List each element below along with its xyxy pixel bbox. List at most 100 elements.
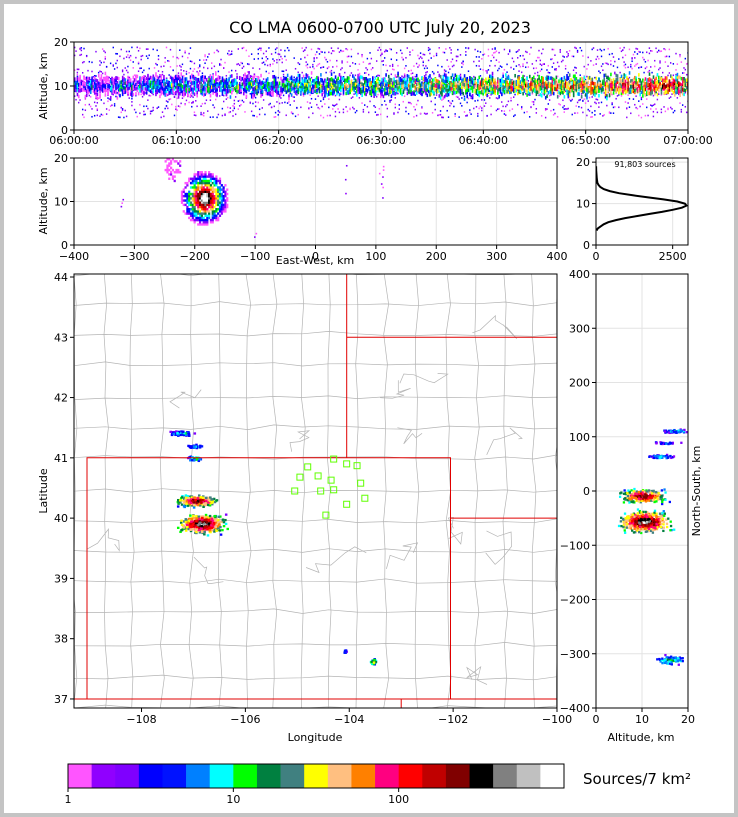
time-altitude-source-mark — [375, 87, 378, 91]
time-altitude-source-mark — [454, 73, 457, 77]
time-altitude-source-mark — [143, 69, 145, 72]
time-altitude-source-mark — [463, 95, 466, 98]
time-altitude-source-mark — [514, 88, 516, 93]
time-altitude-source-mark — [229, 53, 232, 56]
time-altitude-source-mark — [590, 91, 592, 95]
time-altitude-source-mark — [175, 74, 177, 79]
time-altitude-source-mark — [165, 46, 168, 49]
time-altitude-source-mark — [188, 87, 191, 92]
time-altitude-source-mark — [390, 73, 393, 76]
time-altitude-source-mark — [88, 76, 91, 81]
time-altitude-source-mark — [79, 80, 81, 84]
time-altitude-source-mark — [208, 76, 210, 78]
time-altitude-source-mark — [79, 89, 81, 93]
time-altitude-source-mark — [443, 69, 446, 71]
time-altitude-source-mark — [292, 86, 294, 91]
time-altitude-source-mark — [475, 91, 478, 95]
time-altitude-source-mark — [455, 84, 458, 89]
time-altitude-source-mark — [277, 110, 279, 112]
time-altitude-source-mark — [591, 77, 594, 82]
time-altitude-source-mark — [112, 88, 115, 92]
time-altitude-source-mark — [373, 80, 375, 85]
time-altitude-source-mark — [550, 84, 552, 88]
time-altitude-source-mark — [278, 102, 281, 105]
time-altitude-source-mark — [578, 87, 580, 92]
time-altitude-source-mark — [378, 107, 381, 110]
time-altitude-source-mark — [450, 81, 453, 85]
time-altitude-source-mark — [341, 61, 343, 64]
time-altitude-source-mark — [145, 76, 148, 81]
time-altitude-source-mark — [522, 54, 524, 57]
time-altitude-source-mark — [451, 86, 454, 90]
time-altitude-source-mark — [207, 86, 209, 91]
time-altitude-source-mark — [296, 89, 298, 94]
time-altitude-source-mark — [510, 99, 512, 102]
time-altitude-source-mark — [277, 76, 279, 79]
time-altitude-source-mark — [100, 87, 103, 92]
time-altitude-source-mark — [461, 78, 463, 83]
time-altitude-source-mark — [538, 86, 540, 90]
time-altitude-source-mark — [506, 82, 508, 87]
time-altitude-source-mark — [341, 76, 343, 81]
time-altitude-source-mark — [389, 88, 391, 93]
time-altitude-source-mark — [256, 88, 258, 92]
time-altitude-source-mark — [462, 63, 464, 66]
time-altitude-source-mark — [225, 98, 228, 100]
time-altitude-source-mark — [269, 102, 271, 105]
time-altitude-source-mark — [587, 100, 589, 102]
time-altitude-source-mark — [478, 60, 480, 62]
time-altitude-source-mark — [338, 79, 341, 84]
time-altitude-source-mark — [91, 61, 93, 64]
time-altitude-source-mark — [116, 96, 119, 100]
time-altitude-source-mark — [249, 83, 252, 87]
time-altitude-source-mark — [135, 56, 137, 59]
time-altitude-source-mark — [241, 47, 244, 50]
time-altitude-source-mark — [477, 87, 479, 91]
time-altitude-source-mark — [302, 50, 305, 53]
time-altitude-source-mark — [503, 79, 506, 84]
time-altitude-source-mark — [379, 82, 382, 87]
time-altitude-source-mark — [168, 98, 170, 101]
time-altitude-source-mark — [387, 88, 390, 93]
time-altitude-source-mark — [446, 84, 449, 88]
time-altitude-source-mark — [249, 81, 252, 85]
time-altitude-source-mark — [284, 84, 286, 89]
time-altitude-source-mark — [592, 81, 595, 86]
time-altitude-source-mark — [556, 89, 559, 92]
time-altitude-source-mark — [547, 71, 549, 74]
time-altitude-source-mark — [177, 74, 180, 79]
time-altitude-source-mark — [540, 93, 543, 98]
time-altitude-source-mark — [348, 82, 350, 86]
time-altitude-source-mark — [558, 95, 560, 98]
time-altitude-source-mark — [213, 65, 216, 68]
time-altitude-source-mark — [103, 77, 105, 81]
time-altitude-source-mark — [354, 86, 357, 90]
time-altitude-source-mark — [97, 82, 100, 86]
time-altitude-source-mark — [336, 88, 338, 93]
time-altitude-source-mark — [519, 80, 522, 84]
time-altitude-source-mark — [346, 110, 349, 113]
time-altitude-source-mark — [265, 91, 268, 96]
time-altitude-source-mark — [502, 85, 504, 89]
time-altitude-source-mark — [224, 87, 226, 92]
time-altitude-source-mark — [189, 78, 192, 83]
time-altitude-source-mark — [132, 67, 134, 69]
time-altitude-source-mark — [582, 100, 584, 102]
time-altitude-source-mark — [169, 88, 172, 93]
time-altitude-source-mark — [184, 103, 186, 106]
time-altitude-source-mark — [600, 55, 603, 58]
time-altitude-source-mark — [532, 85, 535, 90]
time-altitude-source-mark — [497, 88, 499, 92]
time-altitude-source-mark — [211, 81, 213, 86]
time-altitude-source-mark — [157, 55, 160, 57]
time-altitude-source-mark — [310, 106, 313, 108]
time-altitude-source-mark — [554, 54, 556, 57]
time-altitude-source-mark — [328, 91, 330, 95]
time-altitude-source-mark — [334, 115, 337, 118]
time-altitude-source-mark — [454, 87, 457, 91]
time-altitude-source-mark — [172, 83, 175, 87]
time-altitude-source-mark — [293, 86, 296, 91]
time-altitude-source-mark — [208, 89, 210, 93]
time-altitude-source-mark — [173, 91, 176, 96]
time-altitude-source-mark — [555, 75, 558, 80]
